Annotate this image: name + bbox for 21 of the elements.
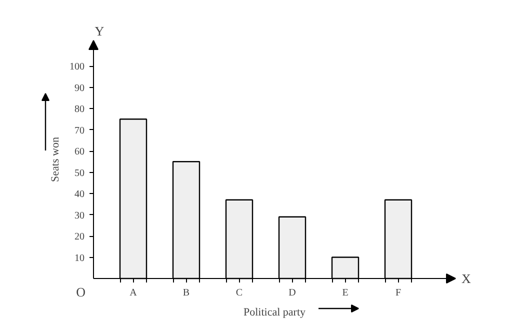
y-tick-label: 90 xyxy=(74,82,84,94)
y-tick-label: 40 xyxy=(74,189,84,200)
y-tick-label: 50 xyxy=(74,168,84,179)
x-tick-label: B xyxy=(182,288,190,298)
y-tick-label: 60 xyxy=(74,146,84,158)
x-tick-label: D xyxy=(288,288,296,298)
text: O xyxy=(76,284,86,300)
x-tick-label: A xyxy=(130,288,138,298)
y-tick-label: 70 xyxy=(74,125,84,136)
x-tick-label: C xyxy=(236,288,243,298)
y-tick-label: 20 xyxy=(74,232,84,242)
x-tick-label: E xyxy=(342,288,348,298)
y-tick-label: 80 xyxy=(74,104,84,115)
y-tick-label: 30 xyxy=(74,210,84,222)
y-tick-label: 10 xyxy=(74,252,84,264)
y-axis-title: Seats won xyxy=(50,136,62,182)
text: Y xyxy=(94,24,105,38)
text: X xyxy=(462,271,472,286)
y-tick-label: 100 xyxy=(70,62,84,72)
x-axis-title: Political party xyxy=(243,306,306,318)
x-tick-label: F xyxy=(395,288,402,298)
